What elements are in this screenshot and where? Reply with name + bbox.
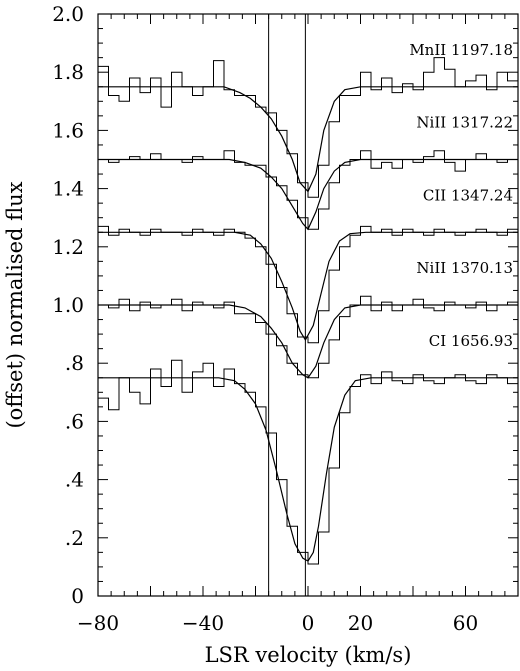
series-2 — [98, 150, 518, 231]
tick-labels: −80 −40 0 20 60 0 .2 .4 .6 .8 1.0 1.2 1.4 1.6 1.8 2.0 — [52, 2, 478, 635]
y-tick-label: 2.0 — [52, 2, 84, 26]
observed-spectrum-histogram — [98, 57, 518, 198]
model-fit-line — [98, 231, 518, 342]
vertical-marker-lines — [268, 14, 306, 596]
observed-spectrum-histogram — [98, 295, 518, 379]
x-tick-label: 60 — [453, 611, 478, 635]
x-tick-label: −40 — [182, 611, 224, 635]
series-label: NiII 1317.22 — [416, 114, 513, 132]
y-tick-label: 1.6 — [52, 118, 84, 142]
y-tick-label: 1.8 — [52, 60, 84, 84]
x-axis-title: LSR velocity (km/s) — [205, 643, 412, 667]
y-tick-label: .2 — [65, 526, 84, 550]
series-label: NiII 1370.13 — [416, 259, 513, 277]
series-3 — [98, 225, 518, 344]
series-1 — [98, 57, 518, 198]
observed-spectrum-histogram — [98, 150, 518, 230]
y-tick-label: .8 — [65, 351, 84, 375]
series-group — [98, 57, 518, 565]
y-tick-label: 1.4 — [52, 177, 84, 201]
series-label: MnII 1197.18 — [409, 41, 513, 59]
y-tick-label: .4 — [65, 468, 84, 492]
series-5 — [98, 359, 518, 565]
y-tick-label: 0 — [71, 584, 84, 608]
x-tick-label: −80 — [77, 611, 119, 635]
tick-marks — [97, 13, 519, 597]
y-axis-title: (offset) normalised flux — [3, 181, 27, 428]
series-4 — [98, 295, 518, 379]
observed-spectrum-histogram — [98, 359, 518, 565]
x-tick-label: 20 — [348, 611, 373, 635]
series-labels: MnII 1197.18 NiII 1317.22 CII 1347.24 NiII … — [409, 41, 513, 350]
x-tick-label: 0 — [302, 611, 315, 635]
series-label: CI 1656.93 — [429, 332, 513, 350]
model-fit-line — [98, 377, 518, 562]
observed-spectrum-histogram — [98, 225, 518, 344]
y-tick-label: 1.0 — [52, 293, 84, 317]
y-tick-label: .6 — [65, 409, 84, 433]
series-label: CII 1347.24 — [423, 186, 513, 204]
y-tick-label: 1.2 — [52, 235, 84, 259]
